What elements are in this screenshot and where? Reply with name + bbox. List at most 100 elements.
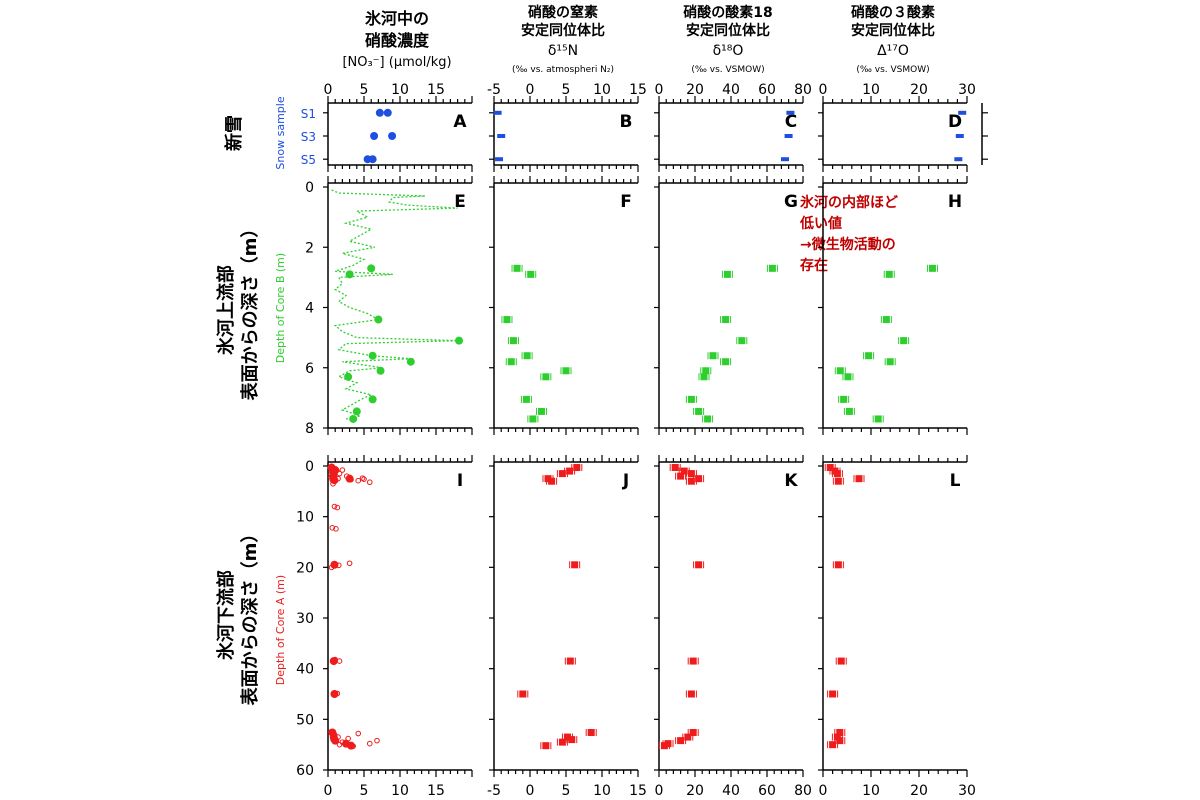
data-point [455, 336, 464, 345]
data-point [702, 367, 710, 375]
data-point [406, 357, 415, 366]
data-point [768, 264, 776, 272]
tick-label-top: 5 [360, 82, 369, 98]
tick-label-top: 0 [819, 82, 828, 98]
axis-labels: Snow sample Depth of Core B (m) Depth of… [274, 96, 287, 685]
data-point [722, 316, 730, 324]
tick-label-top: 15 [629, 82, 647, 98]
data-point [587, 729, 595, 737]
data-point [503, 316, 511, 324]
col4-unit: (‰ vs. VSMOW) [856, 65, 929, 75]
row-label-coreB-2: 表面からの深さ（m） [239, 220, 261, 401]
data-point [865, 352, 873, 360]
data-point [845, 407, 853, 415]
tick-label-bottom: 0 [819, 783, 828, 799]
data-point [573, 464, 581, 472]
y-tick-label: 0 [305, 459, 314, 475]
data-point [928, 264, 936, 272]
data-point [352, 407, 361, 416]
open-data-point [331, 503, 338, 510]
data-point [829, 690, 837, 698]
panel-H: H [818, 176, 968, 435]
data-point [855, 475, 863, 483]
data-point [840, 395, 848, 403]
data-point [837, 657, 845, 665]
panel-G: G [654, 176, 804, 435]
tick-label-top: 60 [758, 82, 776, 98]
data-point [829, 741, 837, 749]
col2-title-line1: 硝酸の窒素 [528, 4, 598, 21]
y-tick-label: 2 [305, 240, 314, 256]
data-point [331, 736, 340, 745]
data-point [695, 407, 703, 415]
data-point [370, 132, 379, 140]
data-point [826, 464, 834, 472]
col3-unit: (‰ vs. VSMOW) [691, 65, 764, 75]
data-point [388, 132, 397, 140]
tick-label-bottom: 60 [758, 783, 776, 799]
col4-title-line2: 安定同位体比 [851, 22, 935, 39]
data-point [900, 337, 908, 345]
data-point [677, 737, 685, 745]
data-point [529, 415, 537, 423]
tick-label-top: 0 [526, 82, 535, 98]
tick-label-bottom: 80 [794, 783, 812, 799]
data-point [544, 475, 552, 483]
data-point [330, 690, 339, 698]
axis-label-snow: Snow sample [274, 96, 287, 169]
open-data-point [346, 560, 353, 567]
tick-label-bottom: 0 [324, 783, 333, 799]
panel-letter: C [785, 112, 797, 132]
data-point [886, 358, 894, 366]
data-point [700, 373, 708, 381]
col1-unit: [NO₃⁻] (µmol/kg) [342, 55, 451, 70]
axis-label-coreA: Depth of Core A (m) [274, 575, 287, 685]
tick-label-top: 30 [958, 82, 976, 98]
row-label-coreA-2: 表面からの深さ（m） [239, 525, 261, 706]
tick-label-bottom: -5 [487, 783, 501, 799]
col1-title-line2: 硝酸濃度 [365, 31, 430, 50]
panel-J: J [489, 455, 639, 777]
row-label-coreB-1: 氷河上流部 [215, 265, 237, 355]
panel-letter: E [454, 192, 466, 212]
data-point [509, 337, 517, 345]
data-point [954, 157, 963, 162]
data-point [376, 366, 385, 375]
data-point [882, 316, 890, 324]
data-point [375, 108, 384, 117]
data-point [833, 733, 841, 741]
tick-label-top: 0 [655, 82, 664, 98]
tick-label-bottom: 0 [655, 783, 664, 799]
data-point [368, 155, 377, 164]
tick-label-top: 80 [794, 82, 812, 98]
data-point [844, 373, 852, 381]
data-point [834, 477, 842, 485]
data-point [527, 270, 535, 278]
data-point [664, 740, 672, 748]
col2-unit: (‰ vs. atmospheri N₂) [512, 65, 614, 75]
data-point [689, 729, 697, 737]
data-point [722, 358, 730, 366]
panel-A: A [323, 96, 473, 172]
y-tick-label: 0 [305, 180, 314, 196]
data-point [660, 742, 668, 750]
axis-label-coreB: Depth of Core B (m) [274, 253, 287, 363]
data-point [368, 351, 377, 360]
annotation-line2: 低い値 [799, 215, 842, 232]
open-data-point [361, 476, 367, 482]
y-tick-label: 40 [296, 662, 314, 678]
tick-label-bottom: 40 [722, 783, 740, 799]
data-point [562, 367, 570, 375]
data-point [836, 737, 844, 745]
tick-label-top: -5 [487, 82, 501, 98]
open-data-point [366, 479, 373, 486]
open-data-point [336, 658, 343, 664]
tick-label-bottom: 5 [360, 783, 369, 799]
data-point [834, 561, 842, 569]
y-tick-label: S3 [301, 130, 316, 144]
col3-title-line3: δ¹⁸O [713, 43, 744, 59]
panel-letter: L [950, 471, 961, 491]
data-point [687, 690, 695, 698]
y-tick-label: 4 [305, 301, 314, 317]
